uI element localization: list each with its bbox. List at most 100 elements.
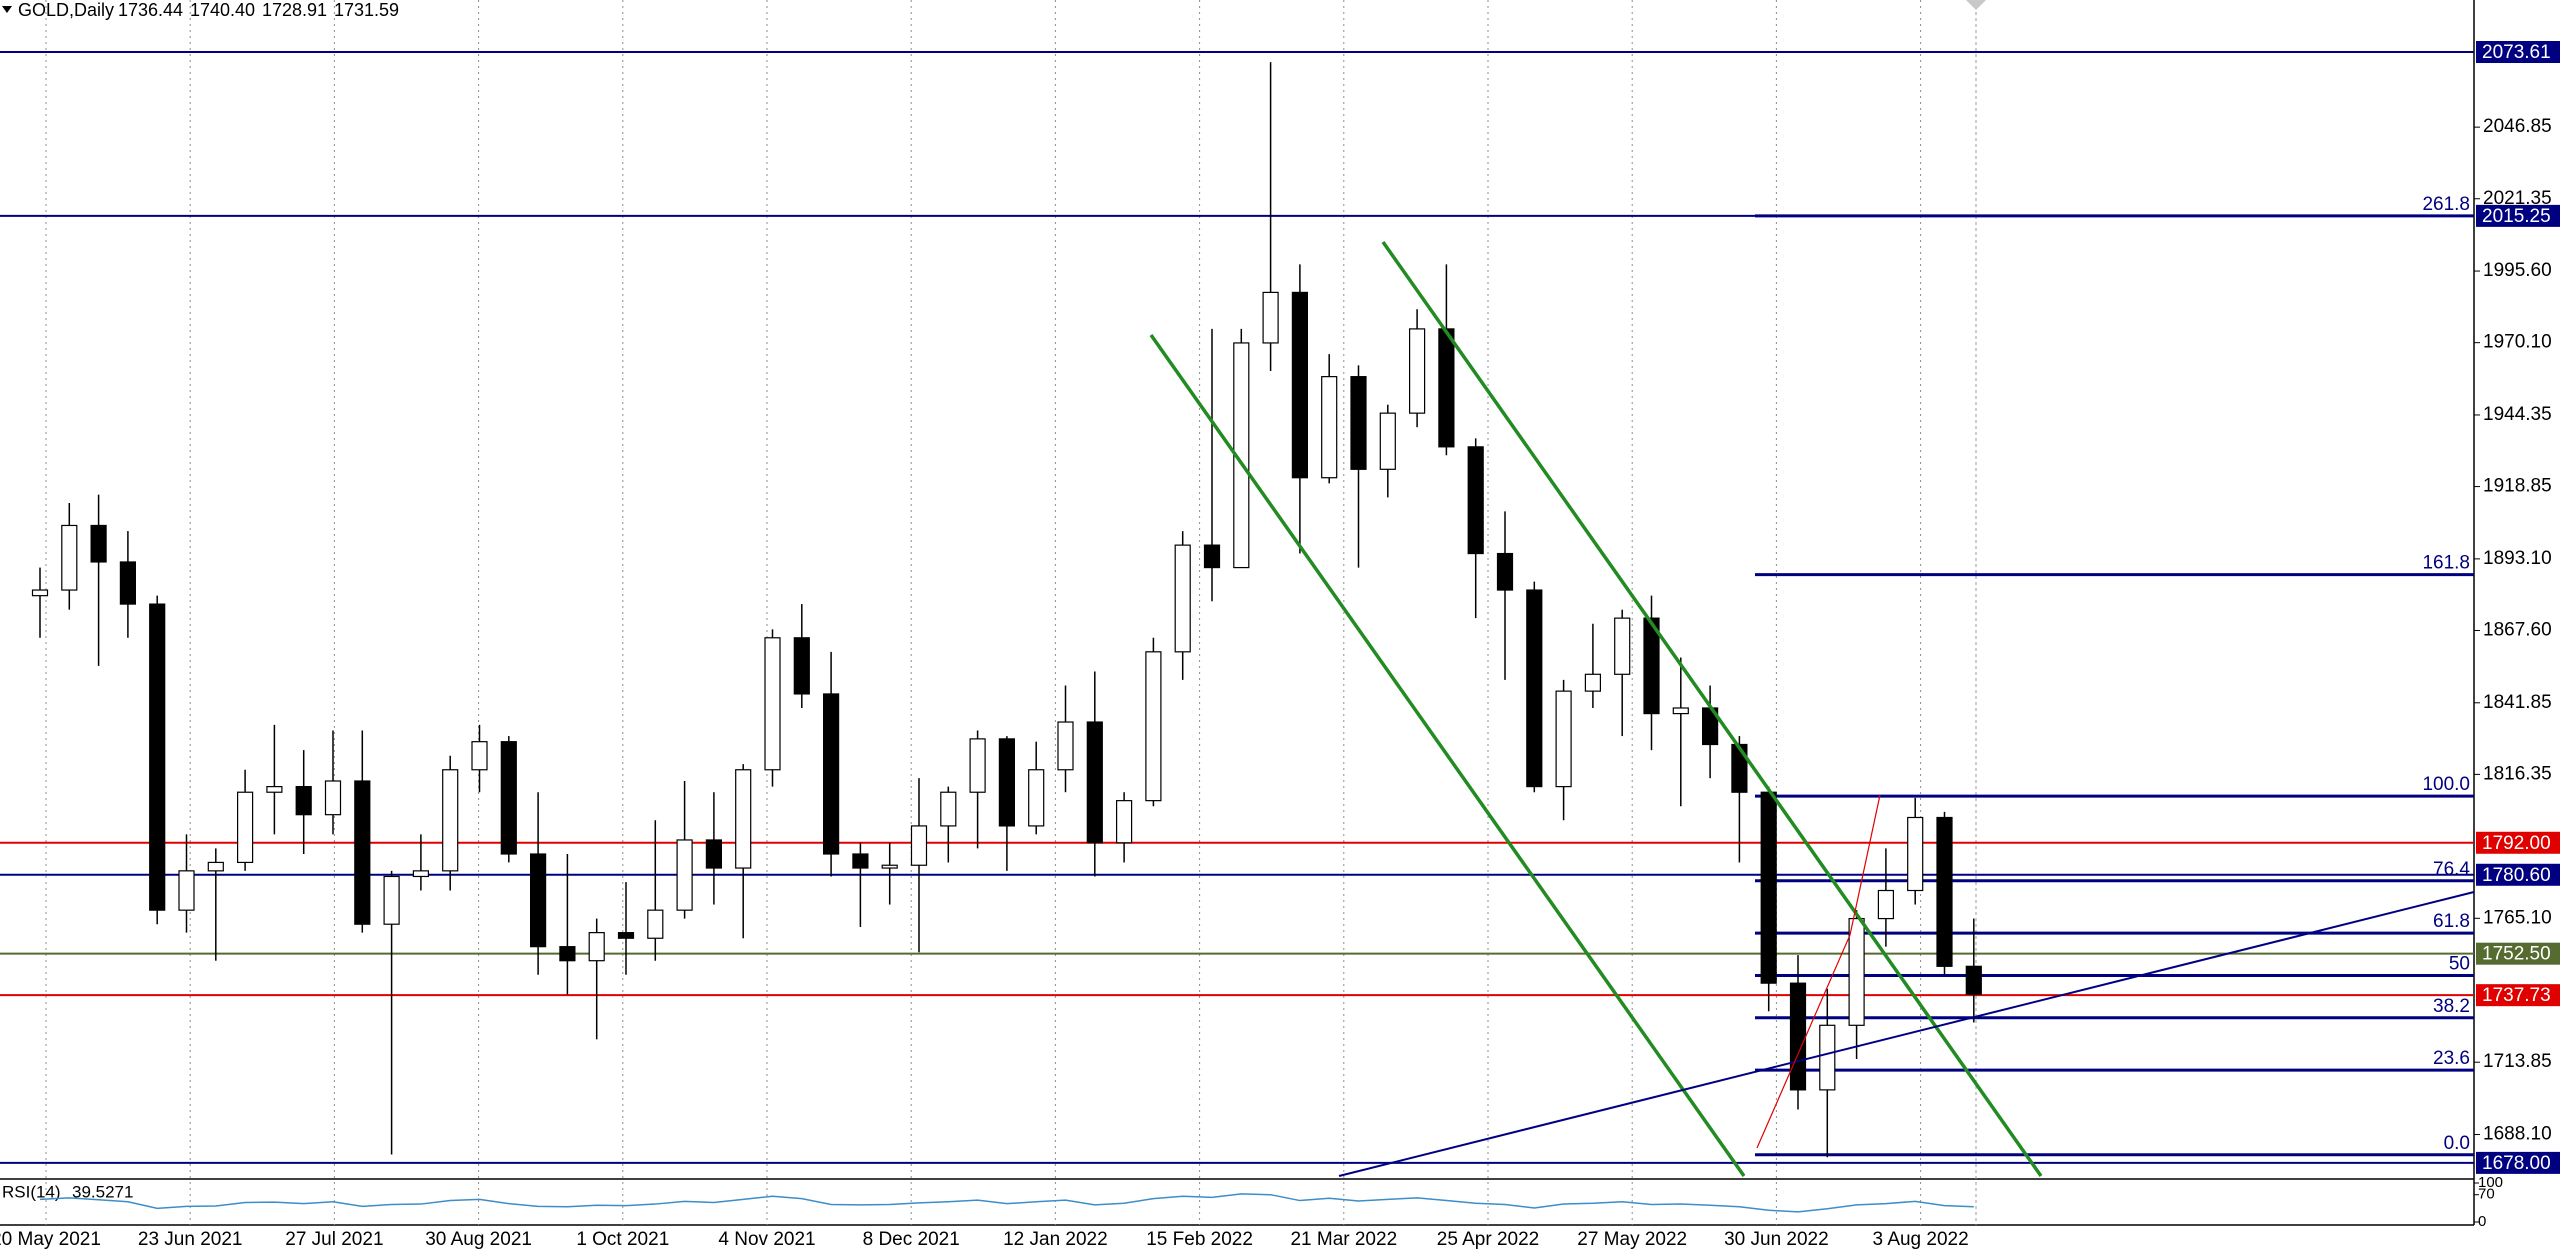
candle-body xyxy=(178,870,195,911)
y-tick-label: 1995.60 xyxy=(2483,260,2552,281)
candle-body xyxy=(881,864,898,869)
candle-body xyxy=(1174,544,1191,653)
y-tick-label: 1713.85 xyxy=(2483,1051,2552,1072)
candle-body xyxy=(383,875,400,925)
candle-body xyxy=(1760,791,1777,984)
y-tick-label: 1765.10 xyxy=(2483,907,2552,928)
candle-body xyxy=(529,853,547,948)
candle-body xyxy=(1115,800,1133,844)
price-box xyxy=(2476,942,2560,965)
price-box xyxy=(2476,863,2560,886)
price-label: 1737.73 xyxy=(2482,985,2551,1006)
y-tick-label: 2046.85 xyxy=(2483,116,2552,137)
candle-body xyxy=(1789,982,1807,1091)
x-tick-label: 15 Feb 2022 xyxy=(1146,1229,1253,1250)
x-tick-label: 30 Jun 2022 xyxy=(1724,1229,1829,1250)
candle-body xyxy=(1643,617,1660,715)
price-label: 2073.61 xyxy=(2482,42,2551,63)
candle-body xyxy=(998,738,1016,827)
quote-high: 1740.40 xyxy=(190,0,255,20)
candle-body xyxy=(1321,376,1338,479)
candle-body xyxy=(1057,721,1074,771)
candle-body xyxy=(1584,673,1602,692)
x-tick-label: 3 Aug 2022 xyxy=(1873,1229,1969,1250)
scroll-marker xyxy=(1966,0,1986,10)
candle-body xyxy=(442,769,459,872)
fib-label: 50 xyxy=(2449,953,2470,974)
y-tick-label: 2021.35 xyxy=(2483,188,2552,209)
candle-body xyxy=(119,561,137,605)
price-box xyxy=(2476,41,2560,64)
x-tick-label: 21 Mar 2022 xyxy=(1290,1229,1397,1250)
price-label: 1752.50 xyxy=(2482,944,2551,965)
candle-body xyxy=(237,791,254,864)
candle-body xyxy=(1965,965,1982,996)
candle-body xyxy=(764,637,781,771)
candle-body xyxy=(1614,617,1631,675)
fib-label: 38.2 xyxy=(2433,996,2470,1017)
price-label: 1678.00 xyxy=(2482,1153,2551,1174)
quote-low: 1728.91 xyxy=(262,0,327,20)
fib-label: 0.0 xyxy=(2444,1133,2470,1154)
candle-body xyxy=(266,786,283,793)
fib-label: 76.4 xyxy=(2433,859,2470,880)
candle-body xyxy=(295,786,312,816)
price-box xyxy=(2476,831,2560,854)
price-label: 1780.60 xyxy=(2482,865,2551,886)
candle-body xyxy=(1438,328,1455,448)
candle-body xyxy=(588,932,605,962)
candle-body xyxy=(705,839,723,869)
axes: 20 May 2021 23 Jun 2021 27 Jul 2021 30 Aug … xyxy=(0,41,2560,1250)
candle-body xyxy=(910,825,928,866)
rsi-value: 39.5271 xyxy=(72,1182,133,1201)
x-tick-label: 8 Dec 2021 xyxy=(863,1229,960,1250)
candle-body xyxy=(1907,816,1924,892)
candle-body xyxy=(559,946,576,962)
candle-body xyxy=(617,932,635,939)
candles xyxy=(31,62,1982,1158)
candle-body xyxy=(31,589,49,597)
fib-label: 100.0 xyxy=(2422,774,2470,795)
channel-line xyxy=(1149,333,1746,1178)
candle-body xyxy=(61,524,78,591)
candle-body xyxy=(969,738,986,793)
candle-body xyxy=(1203,544,1221,569)
candle-body xyxy=(1848,917,1865,1026)
candle-body xyxy=(1731,743,1748,793)
candle-body xyxy=(500,741,517,855)
fibonacci: 0.0 23.6 38.2 50 61.8 76.4 100.0 161.8 261.8 xyxy=(1755,194,2474,1157)
price-box xyxy=(2476,984,2560,1007)
candle-body xyxy=(1262,291,1279,344)
candle-body xyxy=(1291,291,1309,479)
fib-label: 23.6 xyxy=(2433,1048,2470,1069)
quote-close: 1731.59 xyxy=(334,0,399,20)
candle-body xyxy=(207,861,224,872)
candle-body xyxy=(1526,589,1543,788)
x-tick-label: 30 Aug 2021 xyxy=(425,1229,532,1250)
y-tick-label: 1918.85 xyxy=(2483,476,2552,497)
candle-body xyxy=(793,637,810,695)
levels xyxy=(0,51,2474,1164)
candle-body xyxy=(1028,769,1045,827)
candle-body xyxy=(324,780,342,816)
candle-body xyxy=(940,791,957,827)
y-tick-label: 1816.35 xyxy=(2483,763,2552,784)
x-tick-label: 20 May 2021 xyxy=(0,1229,101,1250)
candle-body xyxy=(412,870,429,878)
fib-label: 161.8 xyxy=(2422,553,2470,574)
rsi-line xyxy=(39,1193,1974,1213)
candle-body xyxy=(822,693,840,855)
zigzag-line xyxy=(1756,794,1881,1149)
header-icon xyxy=(2,6,12,13)
x-tick-label: 1 Oct 2021 xyxy=(576,1229,669,1250)
channel-line xyxy=(1381,240,2043,1178)
rsi-tick-label: 0 xyxy=(2478,1213,2486,1230)
candle-body xyxy=(647,909,664,939)
candle-body xyxy=(1350,376,1367,470)
x-tick-label: 25 Apr 2022 xyxy=(1437,1229,1539,1250)
x-tick-label: 27 Jul 2021 xyxy=(285,1229,383,1250)
y-tick-label: 1688.10 xyxy=(2483,1124,2552,1145)
candle-body xyxy=(1086,721,1103,844)
candle-body xyxy=(90,524,107,563)
